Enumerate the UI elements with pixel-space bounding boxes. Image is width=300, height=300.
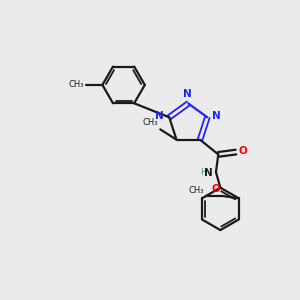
Text: O: O: [212, 184, 220, 194]
Text: N: N: [212, 110, 221, 121]
Text: N: N: [204, 168, 213, 178]
Text: CH₃: CH₃: [68, 80, 84, 89]
Text: CH₃: CH₃: [142, 118, 158, 127]
Text: H: H: [200, 168, 206, 177]
Text: N: N: [155, 110, 164, 121]
Text: CH₃: CH₃: [188, 186, 204, 195]
Text: O: O: [239, 146, 248, 157]
Text: N: N: [183, 89, 192, 99]
